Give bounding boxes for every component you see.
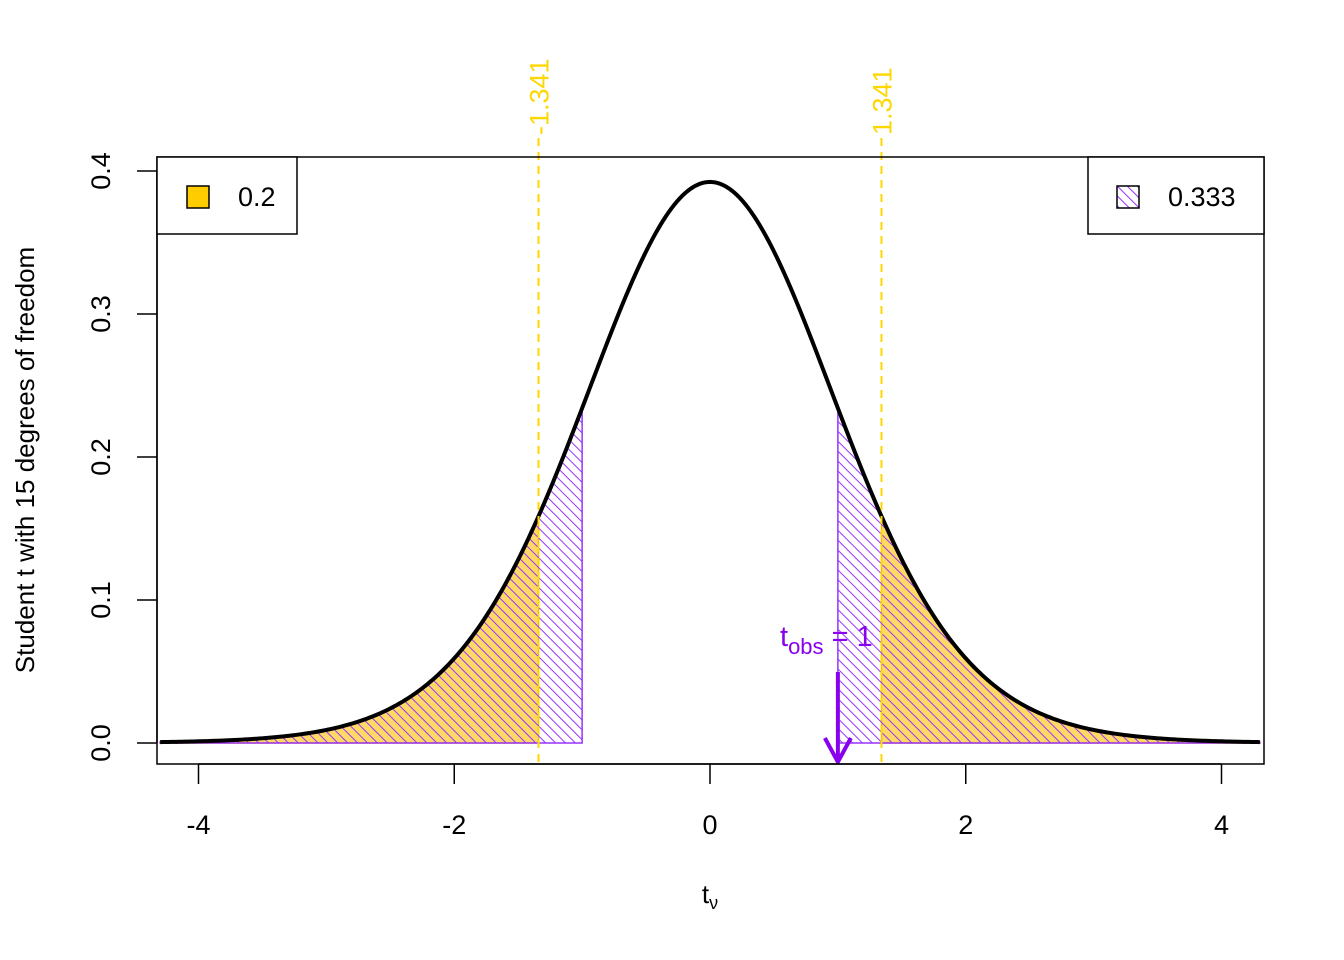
critical-label: -1.341 [525,58,555,135]
x-tick-label: 4 [1214,810,1229,840]
y-tick-label: 0.1 [86,581,116,619]
y-tick-label: 0.2 [86,438,116,476]
pvalue-region-left [159,407,583,744]
x-tick-label: 2 [958,810,973,840]
t-obs-label-rest: = 1 [824,621,873,653]
plot-area [159,179,1261,764]
density-curve [160,179,1260,745]
x-axis-label-main: t [702,879,710,909]
pvalue-region-right [837,407,1261,744]
y-tick-label: 0.3 [86,295,116,333]
x-axis-label-subscript: ν [709,893,718,913]
legend-alpha-label: 0.2 [238,182,276,212]
y-axis-label: Student t with 15 degrees of freedom [10,247,40,673]
x-tick-label: -2 [442,810,466,840]
x-axis-label: tν [702,879,718,913]
t-obs-label-main: t [780,621,788,653]
x-tick-label: 0 [702,810,717,840]
y-tick-label: 0.4 [86,152,116,190]
legend-pvalue-swatch [1116,185,1140,209]
t-obs-label: tobs = 1 [780,621,873,659]
critical-label: 1.341 [867,67,897,135]
t-obs-label-subscript: obs [788,634,823,659]
plot-frame [156,156,1265,765]
x-axis: -4 -2 0 2 4 [186,763,1229,840]
y-tick-label: 0.0 [86,724,116,762]
t-obs-arrow-head [823,737,853,764]
legend-pvalue-label: 0.333 [1168,182,1236,212]
legend-pvalue: 0.333 [1087,156,1265,235]
y-axis: 0.0 0.1 0.2 0.3 0.4 [86,152,158,762]
critical-lines [537,138,883,764]
x-tick-label: -4 [186,810,210,840]
critical-labels: -1.341 1.341 [525,58,898,135]
legend-alpha-swatch [186,185,210,209]
legend-alpha: 0.2 [156,156,298,235]
